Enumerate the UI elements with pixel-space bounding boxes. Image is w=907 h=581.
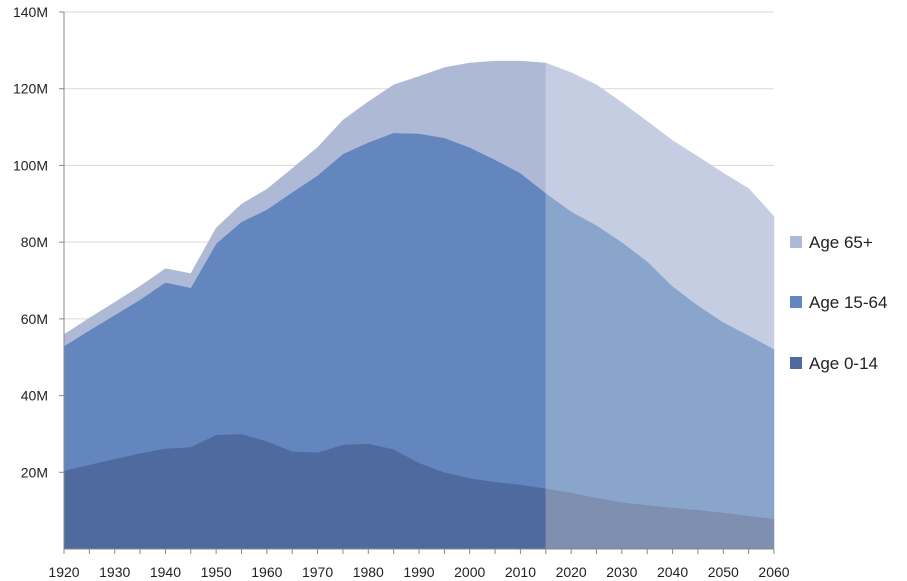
legend-swatch-age-0-14 bbox=[790, 357, 802, 369]
x-tick-label: 2040 bbox=[657, 564, 688, 580]
legend-label-age-15-64: Age 15-64 bbox=[809, 293, 887, 312]
y-tick-label: 40M bbox=[21, 388, 48, 404]
x-tick-label: 2010 bbox=[505, 564, 536, 580]
y-axis-ticks: 20M 40M 60M 80M 100M 120M 140M bbox=[13, 4, 64, 480]
area-age-15-64-historical bbox=[63, 132, 547, 489]
x-tick-label: 1970 bbox=[302, 564, 333, 580]
y-tick-label: 80M bbox=[21, 234, 48, 250]
x-tick-label: 1930 bbox=[99, 564, 130, 580]
x-tick-label: 2050 bbox=[708, 564, 739, 580]
y-tick-label: 100M bbox=[13, 157, 48, 173]
x-tick-label: 2030 bbox=[606, 564, 637, 580]
x-tick-label: 1990 bbox=[403, 564, 434, 580]
legend: Age 65+ Age 15-64 Age 0-14 bbox=[790, 233, 887, 373]
y-tick-label: 140M bbox=[13, 4, 48, 20]
x-tick-label: 1960 bbox=[251, 564, 282, 580]
y-tick-label: 60M bbox=[21, 311, 48, 327]
y-tick-label: 120M bbox=[13, 81, 48, 97]
legend-label-age-0-14: Age 0-14 bbox=[809, 354, 878, 373]
y-tick-label: 20M bbox=[21, 464, 48, 480]
legend-label-age-65-: Age 65+ bbox=[809, 233, 873, 252]
area-age-65--projection bbox=[545, 62, 775, 350]
x-tick-label: 1940 bbox=[150, 564, 181, 580]
area-series bbox=[63, 60, 775, 550]
x-tick-label: 1950 bbox=[201, 564, 232, 580]
legend-swatch-age-15-64 bbox=[790, 296, 802, 308]
x-tick-label: 2020 bbox=[556, 564, 587, 580]
x-tick-label: 2060 bbox=[758, 564, 789, 580]
x-tick-label: 1920 bbox=[48, 564, 79, 580]
legend-swatch-age-65- bbox=[790, 236, 802, 248]
x-tick-label: 1980 bbox=[353, 564, 384, 580]
x-axis-ticks: 1920 1930 1940 1950 1960 1970 1980 1990 2000 2010… bbox=[48, 549, 790, 580]
x-tick-label: 2000 bbox=[454, 564, 485, 580]
